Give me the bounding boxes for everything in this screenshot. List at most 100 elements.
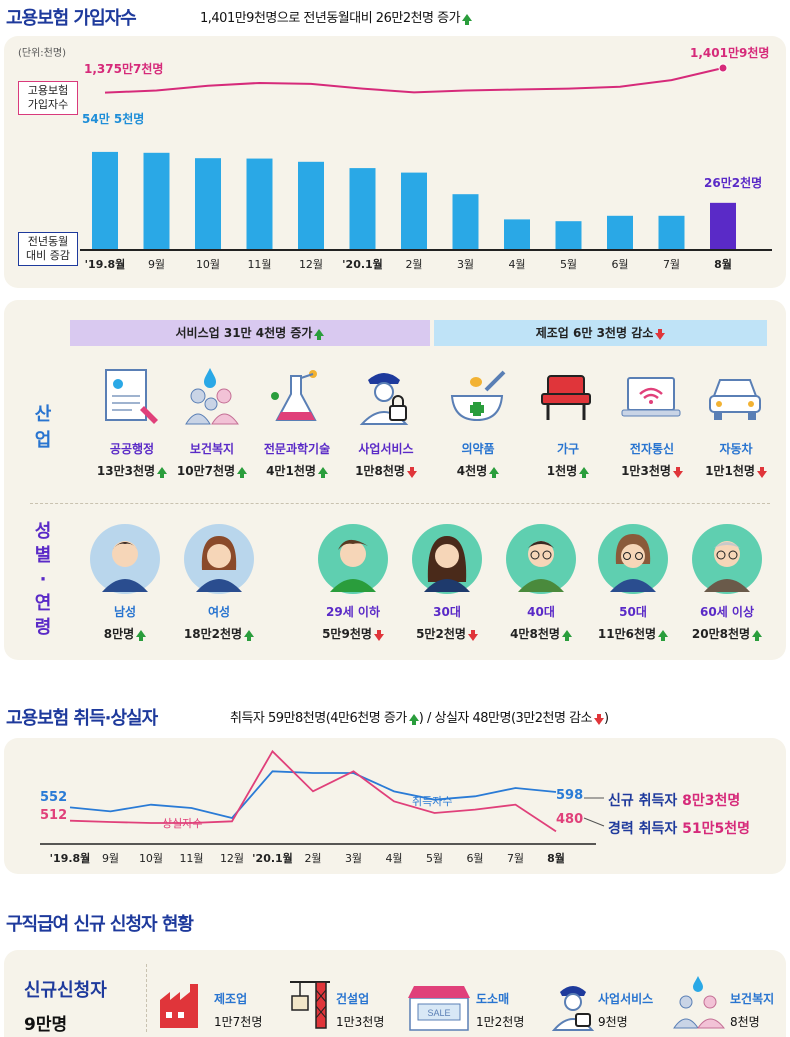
- x-tick-label: 3월: [456, 258, 475, 271]
- industry-value: 1만1천명: [686, 462, 786, 479]
- up-arrow-icon: [658, 630, 669, 641]
- gender-age-side-label: 성 별 · 연 령: [34, 521, 52, 638]
- divider: [30, 503, 770, 504]
- section4-panel: [4, 950, 786, 1037]
- applicant-industry-name: 건설업: [336, 992, 370, 1006]
- subscriber-line: [104, 67, 724, 94]
- industry-side-label: 산 업: [34, 404, 52, 451]
- loss-last-value: 480: [556, 812, 584, 827]
- industry-value: 10만7천명: [162, 462, 262, 479]
- group-name: 40대: [527, 605, 555, 619]
- loss-series-label: 상실자수: [162, 817, 203, 830]
- bar-6: [401, 172, 427, 250]
- applicant-industry-name: 보건복지: [730, 992, 775, 1006]
- group-value: 8만명: [75, 625, 175, 642]
- document-icon: [105, 369, 158, 424]
- new-applicants-value: 9만명: [24, 1015, 68, 1035]
- x-tick-label: 10월: [195, 258, 221, 271]
- group-name: 남성: [113, 605, 137, 619]
- security-guard-icon: [359, 373, 409, 425]
- group-value: 5만9천명: [303, 625, 403, 642]
- down-arrow-icon: [406, 467, 417, 478]
- bar-5: [349, 168, 376, 250]
- industry-value: 13만3천명: [82, 462, 182, 479]
- manufacturing-banner: 제조업 6만 3천명 감소: [434, 320, 767, 346]
- bar-11: [658, 215, 685, 250]
- bar-7: [452, 194, 479, 250]
- store-icon: SALE: [408, 986, 470, 1031]
- subscriber-last-point: [718, 63, 728, 73]
- up-arrow-icon: [136, 630, 147, 641]
- x-tick-label: 8월: [547, 852, 565, 865]
- divider: [146, 964, 147, 1032]
- x-tick-label: 3월: [344, 852, 363, 865]
- x-tick-label: '20.1월: [342, 258, 383, 271]
- bar-4: [298, 161, 324, 250]
- x-tick-label: 8월: [714, 258, 732, 271]
- bar-12: [710, 202, 736, 250]
- up-arrow-icon: [157, 467, 168, 478]
- x-tick-label: 9월: [147, 258, 166, 271]
- x-tick-label: 11월: [179, 852, 204, 865]
- bar-2: [195, 158, 221, 250]
- x-tick-label: 2월: [304, 852, 322, 865]
- up-arrow-icon: [462, 14, 473, 25]
- up-arrow-icon: [317, 467, 328, 478]
- industry-value: 1만3천명: [602, 462, 702, 479]
- applicant-industry-name: 사업서비스: [598, 992, 654, 1006]
- x-tick-label: 10월: [138, 852, 164, 865]
- acq-series-label: 취득자수: [412, 795, 453, 808]
- connector-line: [583, 817, 605, 827]
- security-guard-icon: [551, 986, 595, 1031]
- x-tick-label: '20.1월: [252, 852, 293, 865]
- x-tick-label: 4월: [385, 852, 403, 865]
- up-arrow-icon: [244, 630, 255, 641]
- group-name: 29세 이하: [326, 605, 380, 619]
- down-arrow-icon: [594, 714, 605, 725]
- bar-1: [143, 152, 170, 250]
- bar-8: [504, 219, 530, 250]
- x-tick-label: 12월: [219, 852, 245, 865]
- applicant-industry-value: 1만2천명: [476, 1015, 525, 1029]
- industry-name: 가구: [556, 442, 580, 456]
- up-arrow-icon: [237, 467, 248, 478]
- applicant-industry-name: 제조업: [214, 992, 248, 1006]
- industry-value: 4천명: [428, 462, 528, 479]
- line-last-label: 1,401만9천명: [690, 46, 770, 60]
- mortar-icon: [450, 370, 506, 422]
- man-avatar-icon: [90, 524, 160, 594]
- down-arrow-icon: [655, 329, 666, 340]
- bar-first-label: 54만 5천명: [82, 112, 145, 126]
- flask-icon: [271, 370, 317, 421]
- applicant-industry-value: 1만7천명: [214, 1015, 263, 1029]
- young-man-avatar-icon: [318, 524, 388, 594]
- loss-line: [69, 749, 557, 833]
- car-icon: [709, 379, 761, 420]
- applicant-industry-value: 9천명: [598, 1015, 628, 1029]
- x-tick-label: 11월: [247, 258, 272, 271]
- new-acq-label: 신규 취득자 8만3천명: [608, 793, 741, 809]
- down-arrow-icon: [756, 467, 767, 478]
- bar-9: [555, 221, 582, 250]
- woman-avatar-icon: [184, 524, 254, 594]
- group-value: 18만2천명: [169, 625, 269, 642]
- legend-bar-series: 전년동월 대비 증감: [18, 232, 78, 266]
- down-arrow-icon: [467, 630, 478, 641]
- group-value: 5만2천명: [397, 625, 497, 642]
- group-name: 60세 이상: [700, 605, 754, 619]
- factory-icon: [160, 984, 198, 1028]
- group-name: 30대: [433, 605, 461, 619]
- sale-sign: SALE: [427, 1008, 450, 1018]
- industry-name: 전문과학기술: [263, 442, 331, 456]
- up-arrow-icon: [579, 467, 590, 478]
- chair-icon: [541, 375, 591, 420]
- legend-line-series: 고용보험 가입자수: [18, 81, 78, 115]
- up-arrow-icon: [752, 630, 763, 641]
- woman-50s-avatar-icon: [598, 524, 668, 594]
- industry-name: 전자통신: [629, 442, 675, 456]
- section1-title: 고용보험 가입자수: [6, 8, 137, 29]
- acq-first-value: 552: [40, 790, 68, 805]
- x-tick-label: 4월: [508, 258, 526, 271]
- bar-0: [92, 151, 118, 250]
- x-tick-label: 7월: [506, 852, 525, 865]
